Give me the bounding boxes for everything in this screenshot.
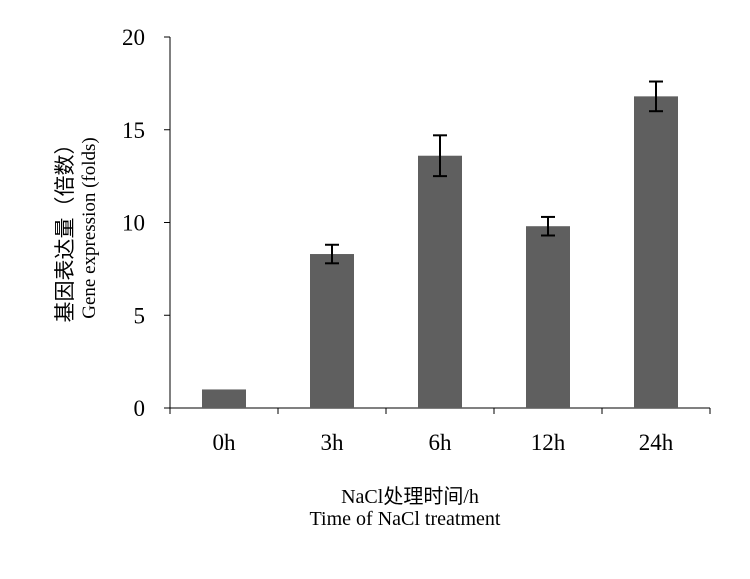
x-axis-label-en: Time of NaCl treatment [309,508,501,530]
bar [634,96,678,409]
x-tick-label: 0h [213,430,237,455]
bar [202,389,246,408]
y-tick-label: 10 [122,211,145,236]
bars [202,96,678,409]
x-tick-label: 24h [639,430,674,455]
y-tick-label: 20 [122,25,145,50]
bar [418,155,462,408]
y-axis-label: 基因表达量（倍数） Gene expression (folds) [53,134,100,323]
y-tick-label: 5 [134,303,146,328]
bar [526,226,570,408]
y-axis-label-en: Gene expression (folds) [79,137,100,319]
y-axis: 0 5 10 15 20 [122,25,171,421]
error-bars [325,80,663,265]
x-axis: 0h 3h 6h 12h 24h [169,407,711,455]
y-tick-label: 0 [134,396,146,421]
y-axis-label-cn: 基因表达量（倍数） [53,134,77,323]
x-tick-label: 6h [429,430,453,455]
bar [310,254,354,408]
y-tick-label: 15 [122,118,145,143]
x-tick-label: 3h [321,430,345,455]
x-tick-label: 12h [531,430,566,455]
x-axis-label-cn: NaCl处理时间/h [341,486,479,508]
